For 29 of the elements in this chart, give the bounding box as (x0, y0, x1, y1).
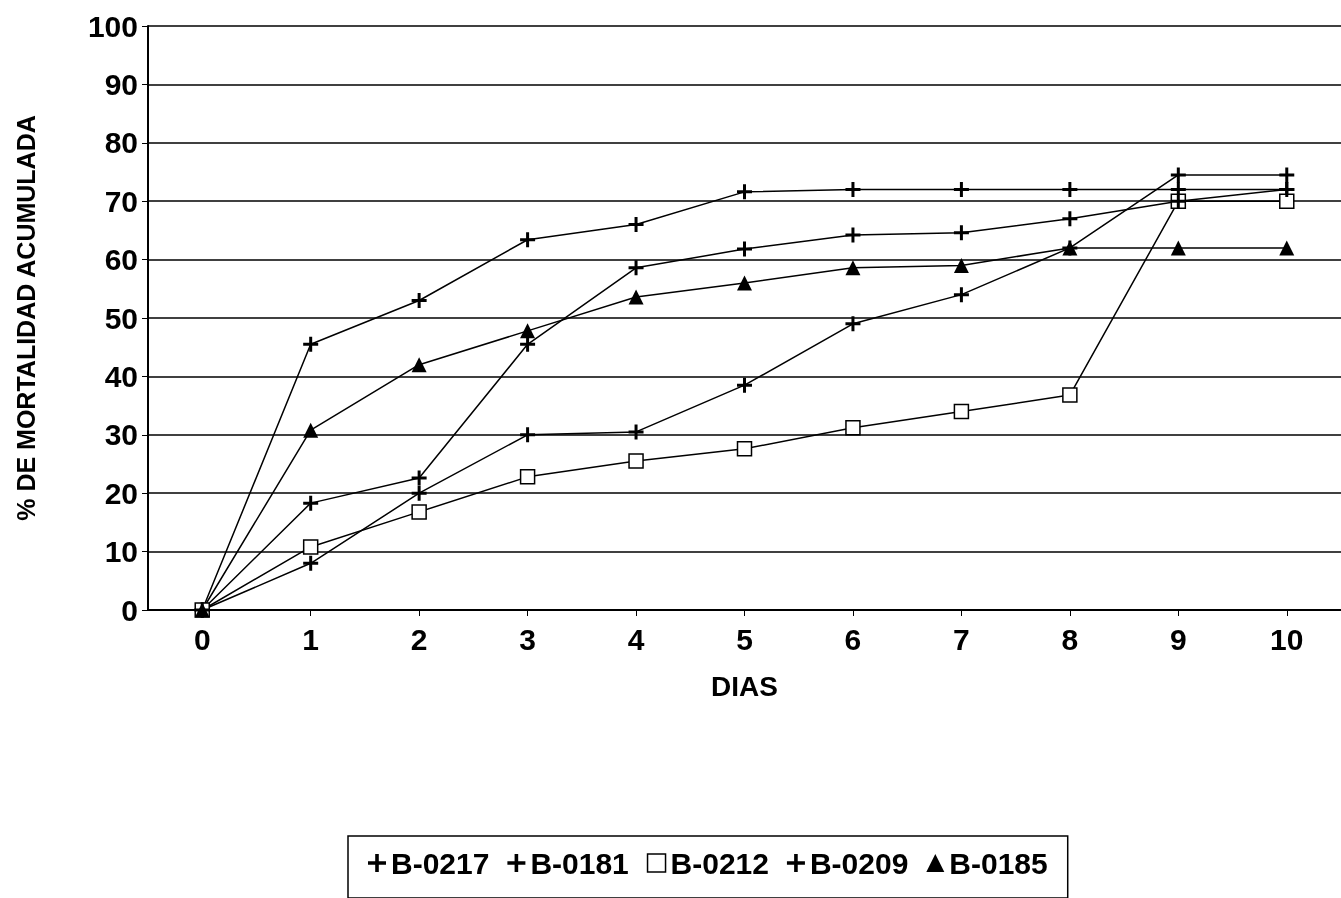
y-tick-label: 50 (104, 301, 138, 335)
x-tick-label: 5 (736, 622, 753, 656)
y-tick-label: 20 (104, 476, 138, 510)
x-tick-label: 10 (1270, 622, 1304, 656)
x-tick-label: 3 (519, 622, 536, 656)
x-tick-label: 4 (627, 622, 645, 656)
y-tick-label: 30 (104, 418, 138, 452)
x-tick-label: 7 (953, 622, 970, 656)
x-tick-label: 2 (410, 622, 428, 656)
legend-label: B-0209 (809, 846, 909, 880)
y-axis-title: % DE MORTALIDAD ACUMULADA (11, 115, 40, 521)
y-tick-label: 70 (104, 184, 138, 218)
x-tick-label: 1 (302, 622, 320, 656)
y-tick-label: 100 (87, 9, 138, 43)
x-tick-label: 6 (844, 622, 862, 656)
x-axis-title: DIAS (711, 670, 778, 702)
legend-label: B-0217 (391, 846, 490, 880)
x-tick-label: 9 (1169, 622, 1187, 656)
legend-label: B-0212 (670, 846, 769, 880)
y-tick-label: 90 (104, 67, 138, 101)
x-tick-label: 0 (193, 622, 211, 656)
y-tick-label: 60 (104, 243, 138, 277)
legend-label: B-0185 (949, 846, 1048, 880)
x-tick-label: 8 (1061, 622, 1079, 656)
legend-label: B-0181 (530, 846, 629, 880)
y-tick-label: 0 (121, 593, 138, 627)
y-tick-label: 40 (104, 359, 138, 393)
y-tick-label: 10 (104, 535, 138, 569)
y-tick-label: 80 (104, 126, 138, 160)
